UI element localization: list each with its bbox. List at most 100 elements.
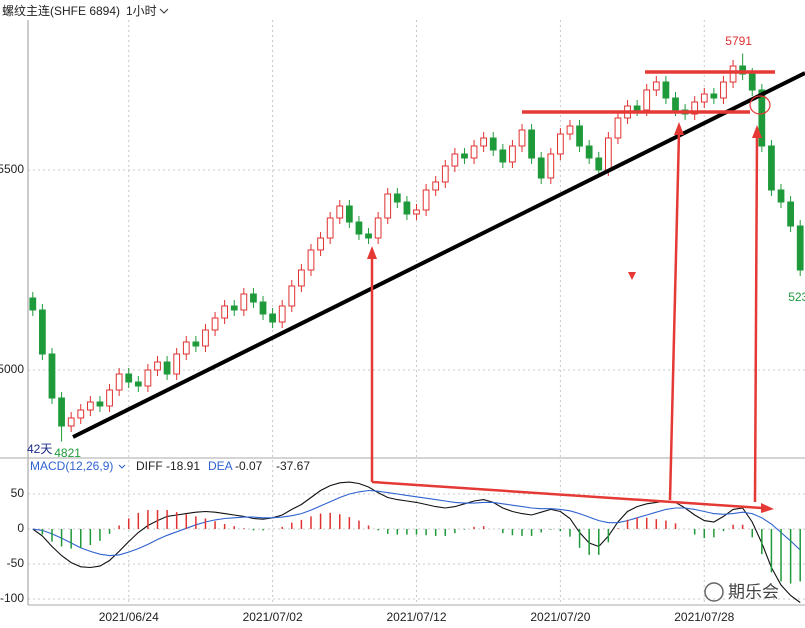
instrument-title: 螺纹主连(SHFE 6894)	[2, 3, 120, 18]
candle-body	[652, 81, 660, 91]
candle-body	[221, 305, 229, 319]
candle-body	[720, 81, 727, 99]
candle-body	[202, 329, 209, 347]
watermark: 期乐会	[704, 582, 779, 602]
arrow	[371, 480, 763, 510]
candle-body	[163, 361, 171, 375]
y-tick-label: 5500	[0, 162, 24, 176]
marker-triangle	[628, 272, 636, 280]
candle-body	[672, 97, 679, 111]
candle-body	[48, 353, 56, 399]
candle-body	[345, 205, 353, 223]
candle-body	[729, 65, 737, 83]
candle-body	[211, 317, 219, 331]
arrow-head	[761, 503, 774, 513]
y-tick-label: -50	[7, 556, 25, 570]
data-label: 4821	[54, 446, 81, 460]
candle-body	[250, 293, 257, 303]
data-label: 5791	[725, 34, 752, 48]
candle-body	[614, 117, 622, 139]
candle-body	[509, 145, 516, 163]
x-tick-label: 2021/07/12	[386, 610, 446, 624]
watermark-text: 期乐会	[728, 582, 779, 601]
legend-value: -18.91	[166, 459, 200, 473]
arrow	[753, 135, 759, 503]
y-tick-label: 50	[11, 486, 25, 500]
y-tick-label: 5000	[0, 362, 24, 376]
x-tick-label: 2021/06/24	[99, 610, 159, 624]
candle-body	[317, 237, 324, 251]
divergence-arrows	[367, 122, 774, 513]
data-label: 5235	[788, 290, 805, 304]
candle-body	[278, 305, 286, 323]
marks-layer	[29, 53, 804, 603]
candle-body	[182, 341, 190, 355]
y-tick-label: 0	[17, 521, 24, 535]
candle-body	[441, 165, 449, 183]
annotations	[72, 70, 805, 513]
candle-body	[77, 409, 85, 419]
candle-body	[768, 145, 775, 191]
candle-body	[643, 89, 651, 111]
arrow-head	[752, 125, 762, 138]
candle-body	[269, 313, 276, 323]
dropdown-icon[interactable]	[159, 8, 169, 14]
candle-body	[787, 201, 794, 227]
candle-body	[365, 233, 372, 239]
candle-body	[585, 145, 593, 159]
candle-body	[576, 125, 583, 147]
candle-body	[518, 129, 526, 147]
arrow-head	[674, 122, 684, 135]
y-tick-label: -100	[0, 591, 24, 605]
highlight-circle	[749, 95, 771, 115]
candle-body	[374, 217, 382, 239]
candle-body	[403, 201, 411, 215]
candle-body	[29, 297, 37, 311]
candle-body	[662, 81, 670, 99]
candle-body	[422, 189, 430, 211]
candle-body	[326, 217, 334, 239]
candle-body	[154, 361, 161, 371]
annotation: 42天	[27, 442, 52, 456]
candle-body	[528, 129, 535, 159]
candle-body	[470, 145, 478, 159]
candle-body	[393, 193, 401, 203]
candle-body	[700, 93, 708, 103]
candle-body	[796, 225, 804, 271]
candle-body	[307, 249, 315, 271]
arrow	[668, 132, 681, 501]
candle-body	[739, 65, 747, 75]
candle-body	[39, 309, 46, 355]
candle-body	[413, 209, 420, 215]
candle-body	[537, 157, 545, 179]
x-tick-label: 2021/07/28	[674, 610, 734, 624]
watermark-icon	[704, 582, 724, 602]
legend-label: DEA	[208, 459, 233, 473]
candle-body	[432, 181, 440, 191]
candle-body	[96, 401, 104, 407]
candle-body	[173, 353, 181, 375]
candle-body	[67, 417, 75, 427]
period-selector[interactable]: 1小时	[126, 4, 157, 18]
candle-body	[710, 93, 718, 99]
candle-body	[384, 193, 392, 219]
candle-body	[604, 137, 612, 171]
candle-body	[86, 401, 94, 411]
candle-body	[557, 133, 564, 155]
legend-label: DIFF	[136, 459, 163, 473]
candle-body	[758, 89, 766, 147]
candle-body	[566, 125, 574, 135]
candle-body	[230, 305, 238, 311]
arrow-head	[367, 246, 377, 259]
x-tick-label: 2021/07/02	[243, 610, 303, 624]
candle-body	[240, 293, 248, 311]
dropdown-icon[interactable]	[118, 464, 126, 469]
candle-body	[691, 101, 699, 115]
candle-body	[106, 389, 113, 407]
indicator-title[interactable]: MACD(12,26,9)	[30, 459, 113, 473]
candle-body	[336, 205, 344, 219]
candle-body	[355, 221, 363, 235]
candle-body	[748, 73, 756, 91]
